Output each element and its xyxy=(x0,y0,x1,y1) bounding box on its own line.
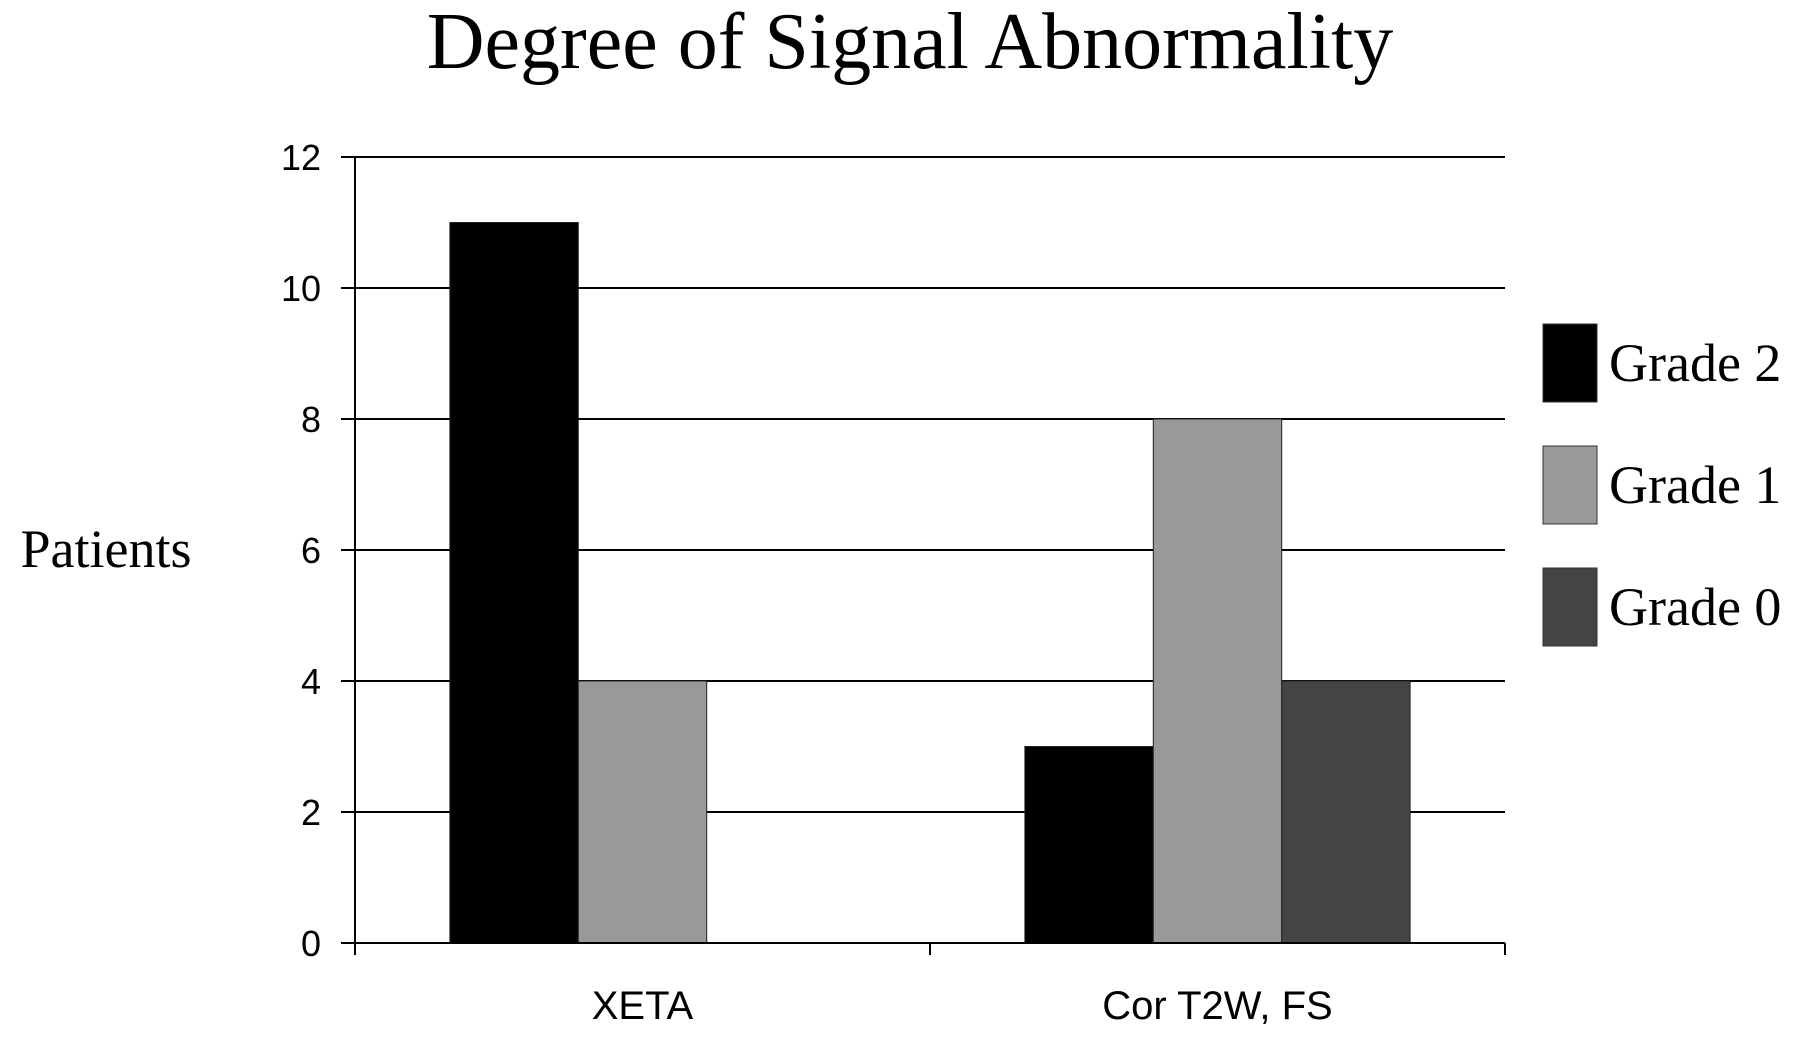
legend-label: Grade 0 xyxy=(1609,577,1781,637)
legend-swatch xyxy=(1542,323,1598,403)
y-tick-label: 2 xyxy=(301,792,321,833)
bar xyxy=(1152,418,1283,944)
y-tick-label: 12 xyxy=(281,137,321,178)
x-category-label: Cor T2W, FS xyxy=(1102,984,1332,1028)
bar xyxy=(577,680,708,944)
legend-label: Grade 1 xyxy=(1609,455,1781,515)
bar xyxy=(1281,680,1411,944)
y-tick-label: 0 xyxy=(301,923,321,964)
y-tick-label: 6 xyxy=(301,530,321,571)
legend-swatch xyxy=(1542,445,1598,525)
bars xyxy=(449,222,1411,944)
chart-title: Degree of Signal Abnormality xyxy=(427,0,1393,86)
legend-label: Grade 2 xyxy=(1609,333,1781,393)
legend: Grade 2 Grade 1 Grade 0 xyxy=(1542,323,1781,647)
y-tick-label: 10 xyxy=(281,268,321,309)
y-tick-label: 4 xyxy=(301,661,321,702)
legend-swatch xyxy=(1542,567,1598,647)
bar xyxy=(1024,746,1154,944)
y-tick-label: 8 xyxy=(301,399,321,440)
bar xyxy=(449,222,579,944)
x-category-labels: XETA Cor T2W, FS xyxy=(592,984,1333,1028)
y-axis-label: Patients xyxy=(21,519,192,579)
axes xyxy=(341,156,1506,955)
y-tick-labels: 0 2 4 6 8 10 12 xyxy=(281,137,321,964)
x-category-label: XETA xyxy=(592,984,694,1028)
